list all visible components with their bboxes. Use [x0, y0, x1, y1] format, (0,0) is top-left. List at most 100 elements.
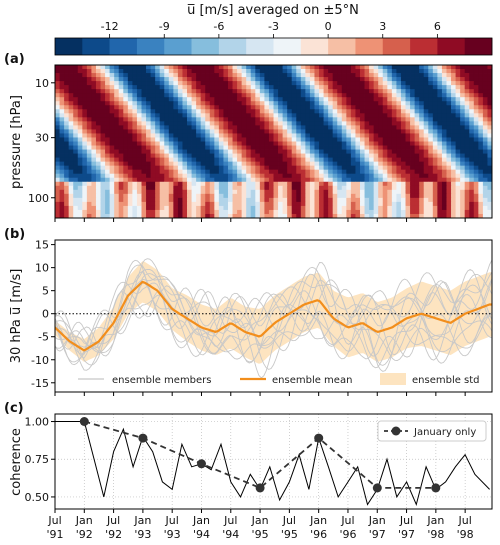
heatmap-cell [487, 185, 492, 191]
heatmap-cell [464, 177, 470, 183]
heatmap-cell [191, 173, 197, 179]
colorbar-box [464, 38, 493, 55]
heatmap-cell [105, 193, 111, 199]
heatmap-cell [314, 77, 320, 82]
heatmap-cell [305, 101, 311, 106]
heatmap-cell [323, 189, 329, 195]
heatmap-cell [278, 105, 284, 110]
heatmap-cell [246, 85, 252, 90]
heatmap-cell [278, 65, 284, 70]
heatmap-cell [187, 125, 192, 130]
heatmap-cell [155, 157, 161, 163]
heatmap-cell [296, 85, 302, 90]
heatmap-cell [355, 65, 361, 70]
heatmap-cell [227, 85, 233, 90]
heatmap-cell [209, 141, 215, 146]
heatmap-cell [259, 141, 265, 146]
heatmap-cell [191, 89, 197, 94]
heatmap-cell [205, 117, 211, 122]
heatmap-cell [419, 173, 425, 179]
heatmap-cell [136, 209, 142, 215]
heatmap-cell [369, 149, 375, 154]
heatmap-cell [105, 197, 111, 203]
heatmap-cell [487, 65, 492, 70]
heatmap-cell [273, 81, 279, 86]
heatmap-cell [423, 209, 429, 215]
heatmap-cell [214, 169, 220, 175]
heatmap-cell [428, 89, 434, 94]
heatmap-cell [77, 113, 83, 118]
heatmap-cell [423, 169, 429, 175]
heatmap-cell [487, 113, 492, 118]
heatmap-cell [118, 181, 124, 187]
heatmap-cell [105, 89, 111, 94]
heatmap-cell [382, 89, 388, 94]
heatmap-cell [200, 85, 206, 90]
heatmap-cell [187, 193, 192, 199]
heatmap-cell [59, 129, 65, 134]
heatmap-cell [241, 209, 247, 215]
heatmap-cell [241, 89, 247, 94]
heatmap-cell [191, 213, 197, 218]
heatmap-cell [68, 177, 74, 183]
heatmap-cell [382, 93, 388, 98]
heatmap-cell [350, 157, 356, 163]
heatmap-cell [155, 173, 161, 179]
heatmap-cell [309, 65, 315, 70]
heatmap-cell [451, 145, 456, 150]
heatmap-cell [337, 181, 343, 187]
heatmap-cell [155, 189, 161, 195]
heatmap-cell [432, 97, 438, 102]
heatmap-cell [146, 209, 151, 215]
heatmap-cell [296, 121, 302, 126]
heatmap-cell [364, 137, 370, 142]
heatmap-cell [323, 161, 329, 167]
heatmap-cell [455, 105, 461, 110]
heatmap-cell [105, 157, 111, 163]
heatmap-cell [341, 129, 347, 134]
heatmap-cell [391, 213, 397, 218]
heatmap-cell [441, 121, 447, 126]
heatmap-cell [218, 101, 224, 106]
heatmap-cell [241, 109, 247, 114]
heatmap-cell [405, 137, 411, 142]
heatmap-cell [132, 189, 138, 195]
heatmap-cell [173, 205, 179, 211]
heatmap-cell [136, 201, 142, 207]
heatmap-cell [387, 177, 393, 183]
heatmap-cell [205, 85, 211, 90]
heatmap-cell [437, 161, 443, 167]
heatmap-cell [227, 69, 233, 74]
heatmap-cell [91, 157, 97, 163]
heatmap-cell [146, 89, 151, 94]
heatmap-cell [337, 173, 343, 179]
heatmap-cell [218, 129, 224, 134]
heatmap-cell [428, 161, 434, 167]
heatmap-cell [460, 113, 466, 118]
heatmap-cell [168, 89, 174, 94]
heatmap-cell [82, 213, 88, 218]
heatmap-cell [364, 161, 370, 167]
heatmap-cell [323, 165, 329, 171]
heatmap-cell [359, 213, 365, 218]
heatmap-cell [232, 113, 238, 118]
heatmap-cell [255, 149, 261, 154]
heatmap-cell [268, 157, 274, 163]
heatmap-cell [159, 193, 165, 199]
heatmap-cell [350, 161, 356, 167]
heatmap-cell [350, 197, 356, 203]
heatmap-cell [482, 181, 488, 187]
heatmap-cell [346, 117, 352, 122]
heatmap-cell [455, 149, 461, 154]
colorbar [54, 37, 493, 56]
heatmap-cell [114, 89, 120, 94]
heatmap-cell [396, 121, 402, 126]
heatmap-cell [259, 125, 265, 130]
heatmap-cell [132, 177, 138, 183]
heatmap-cell [287, 193, 293, 199]
heatmap-cell [127, 141, 133, 146]
heatmap-cell [182, 81, 188, 86]
heatmap-cell [400, 105, 406, 110]
heatmap-cell [100, 197, 106, 203]
heatmap-cell [460, 77, 466, 82]
